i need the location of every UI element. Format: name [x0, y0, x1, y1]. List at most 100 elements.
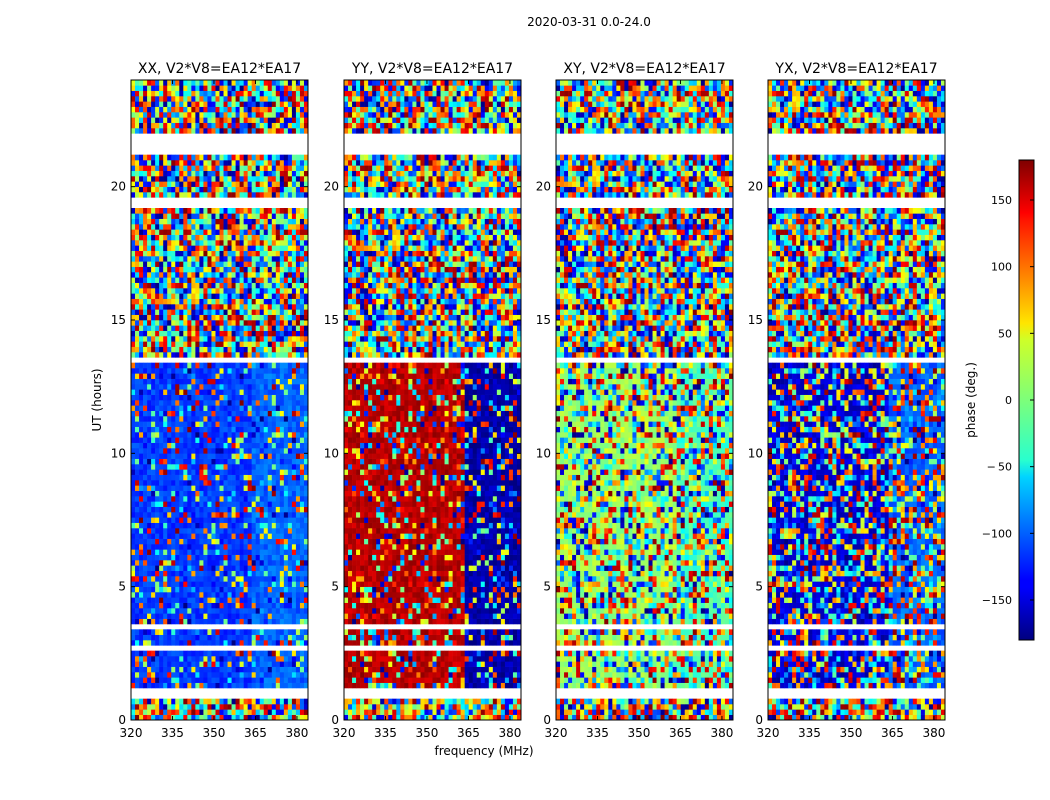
heatmap-cell	[295, 234, 301, 241]
heatmap-cell	[195, 277, 200, 283]
heatmap-cell	[207, 576, 212, 582]
heatmap-cell	[267, 522, 273, 529]
heatmap-cell	[171, 314, 176, 321]
heatmap-cell	[155, 533, 160, 539]
heatmap-cell	[171, 608, 176, 614]
heatmap-cell	[239, 469, 244, 475]
heatmap-cell	[159, 293, 164, 299]
heatmap-cell	[223, 400, 228, 406]
heatmap-cell	[271, 213, 277, 219]
heatmap-cell	[223, 432, 228, 438]
heatmap-cell	[283, 533, 289, 539]
heatmap-cell	[175, 405, 180, 411]
heatmap-cell	[131, 378, 136, 385]
heatmap-cell	[227, 560, 232, 566]
heatmap-cell	[243, 218, 248, 225]
heatmap-cell	[291, 85, 297, 91]
heatmap-cell	[183, 709, 188, 715]
heatmap-cell	[195, 256, 200, 262]
heatmap-cell	[303, 464, 309, 470]
heatmap-cell	[263, 538, 269, 545]
heatmap-cell	[227, 165, 232, 171]
heatmap-cell	[187, 672, 192, 678]
heatmap-cell	[131, 234, 136, 241]
heatmap-cell	[183, 277, 188, 283]
heatmap-cell	[203, 229, 208, 235]
heatmap-cell	[207, 170, 212, 177]
heatmap-cell	[187, 250, 192, 257]
heatmap-cell	[291, 698, 297, 705]
heatmap-cell	[167, 448, 172, 454]
heatmap-cell	[199, 661, 204, 667]
heatmap-cell	[287, 165, 293, 171]
heatmap-cell	[303, 378, 309, 385]
heatmap-cell	[159, 346, 164, 353]
heatmap-cell	[179, 154, 184, 161]
heatmap-cell	[195, 122, 200, 129]
heatmap-cell	[279, 501, 285, 507]
heatmap-cell	[291, 298, 297, 305]
heatmap-cell	[279, 373, 285, 379]
heatmap-cell	[231, 709, 236, 715]
heatmap-cell	[239, 261, 244, 267]
heatmap-cell	[227, 672, 232, 678]
heatmap-cell	[303, 336, 309, 342]
heatmap-cell	[231, 485, 236, 491]
heatmap-cell	[195, 448, 200, 454]
heatmap-cell	[235, 128, 240, 134]
heatmap-cell	[143, 618, 148, 625]
heatmap-cell	[159, 186, 164, 193]
heatmap-cell	[235, 640, 240, 646]
heatmap-cell	[227, 533, 232, 539]
heatmap-cell	[275, 362, 281, 369]
heatmap-cell	[143, 613, 148, 619]
heatmap-cell	[131, 165, 136, 171]
heatmap-cell	[279, 522, 285, 529]
heatmap-cell	[251, 405, 256, 411]
heatmap-cell	[255, 613, 261, 619]
heatmap-cell	[303, 650, 309, 657]
heatmap-cell	[211, 240, 216, 246]
heatmap-cell	[167, 288, 172, 294]
heatmap-cell	[207, 480, 212, 486]
heatmap-cell	[303, 400, 309, 406]
heatmap-cell	[239, 90, 244, 97]
heatmap-cell	[211, 160, 216, 166]
heatmap-cell	[271, 517, 277, 523]
heatmap-cell	[231, 96, 236, 102]
heatmap-cell	[139, 277, 144, 283]
heatmap-cell	[163, 400, 168, 406]
heatmap-cell	[211, 650, 216, 657]
heatmap-cell	[255, 256, 261, 262]
heatmap-cell	[175, 224, 180, 230]
heatmap-cell	[263, 544, 269, 550]
heatmap-cell	[235, 213, 240, 219]
heatmap-cell	[267, 106, 273, 113]
heatmap-cell	[135, 346, 140, 353]
heatmap-cell	[179, 565, 184, 571]
heatmap-cell	[271, 245, 277, 251]
heatmap-cell	[247, 501, 252, 507]
heatmap-cell	[211, 533, 216, 539]
heatmap-cell	[175, 592, 180, 598]
heatmap-cell	[207, 517, 212, 523]
heatmap-cell	[211, 629, 216, 635]
heatmap-cell	[211, 410, 216, 417]
heatmap-cell	[139, 80, 144, 86]
heatmap-cell	[247, 453, 252, 459]
heatmap-cell	[251, 442, 256, 449]
heatmap-cell	[131, 432, 136, 438]
heatmap-cell	[203, 213, 208, 219]
heatmap-cell	[131, 528, 136, 534]
heatmap-cell	[203, 224, 208, 230]
heatmap-cell	[275, 442, 281, 449]
heatmap-cell	[243, 421, 248, 427]
heatmap-cell	[171, 714, 176, 721]
heatmap-cell	[223, 581, 228, 587]
heatmap-cell	[255, 592, 261, 598]
heatmap-cell	[271, 437, 277, 443]
heatmap-cell	[155, 266, 160, 273]
heatmap-cell	[159, 288, 164, 294]
heatmap-cell	[279, 229, 285, 235]
heatmap-cell	[191, 581, 196, 587]
